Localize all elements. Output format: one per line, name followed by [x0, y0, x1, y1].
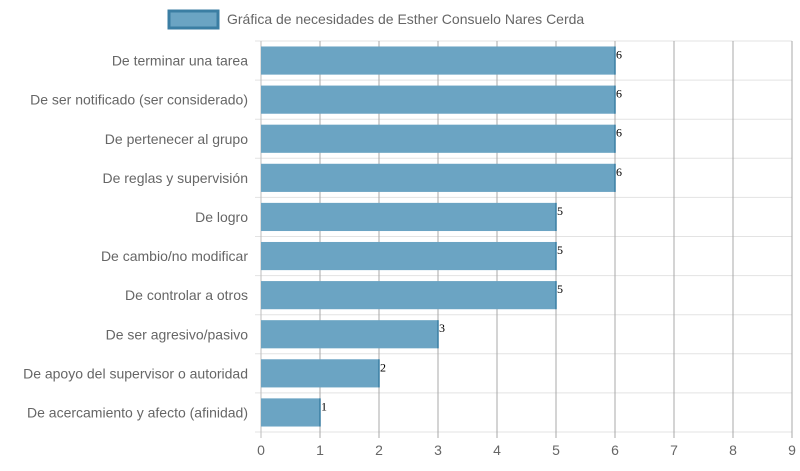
bar[interactable] [261, 359, 379, 388]
category-label: De ser agresivo/pasivo [106, 326, 249, 342]
bar[interactable] [261, 124, 615, 153]
category-label: De controlar a otros [125, 287, 248, 303]
x-tick-label: 0 [257, 442, 265, 458]
x-tick-label: 9 [788, 442, 796, 458]
data-label: 5 [557, 282, 563, 296]
x-tick-label: 3 [434, 442, 442, 458]
bar[interactable] [261, 85, 615, 114]
bar[interactable] [261, 398, 320, 427]
data-label: 6 [616, 126, 622, 140]
category-axis: De terminar una tarea De ser notificado (… [23, 53, 248, 421]
value-axis: 0 1 2 3 4 5 6 7 8 9 [257, 442, 796, 458]
x-tick-label: 2 [375, 442, 383, 458]
data-label: 5 [557, 204, 563, 218]
legend-swatch [167, 9, 220, 30]
data-labels: 6 6 6 6 5 5 5 3 2 1 [321, 47, 622, 413]
data-label: 6 [616, 87, 622, 101]
x-tick-label: 4 [493, 442, 501, 458]
legend-label: Gráfica de necesidades de Esther Consuel… [227, 11, 584, 27]
category-label: De terminar una tarea [112, 53, 248, 69]
x-tick-label: 7 [670, 442, 678, 458]
data-label: 3 [439, 321, 445, 335]
category-label: De pertenecer al grupo [105, 131, 248, 147]
bar[interactable] [261, 163, 615, 192]
category-label: De acercamiento y afecto (afinidad) [27, 404, 248, 420]
bar[interactable] [261, 46, 615, 75]
bar[interactable] [261, 241, 556, 271]
legend[interactable]: Gráfica de necesidades de Esther Consuel… [167, 9, 584, 30]
bar[interactable] [261, 281, 556, 310]
category-label: De reglas y supervisión [102, 170, 248, 186]
data-label: 6 [616, 165, 622, 179]
category-label: De cambio/no modificar [101, 248, 248, 264]
x-tick-label: 1 [316, 442, 324, 458]
category-label: De apoyo del supervisor o autoridad [23, 365, 248, 381]
bar[interactable] [261, 202, 556, 232]
x-tick-label: 8 [729, 442, 737, 458]
x-tick-label: 5 [552, 442, 560, 458]
bars [261, 46, 616, 427]
data-label: 1 [321, 399, 327, 413]
category-label: De logro [195, 209, 248, 225]
x-tick-label: 6 [611, 442, 619, 458]
category-label: De ser notificado (ser considerado) [30, 92, 248, 108]
bar[interactable] [261, 320, 438, 349]
data-label: 6 [616, 47, 622, 61]
data-label: 2 [380, 360, 386, 374]
data-label: 5 [557, 243, 563, 257]
